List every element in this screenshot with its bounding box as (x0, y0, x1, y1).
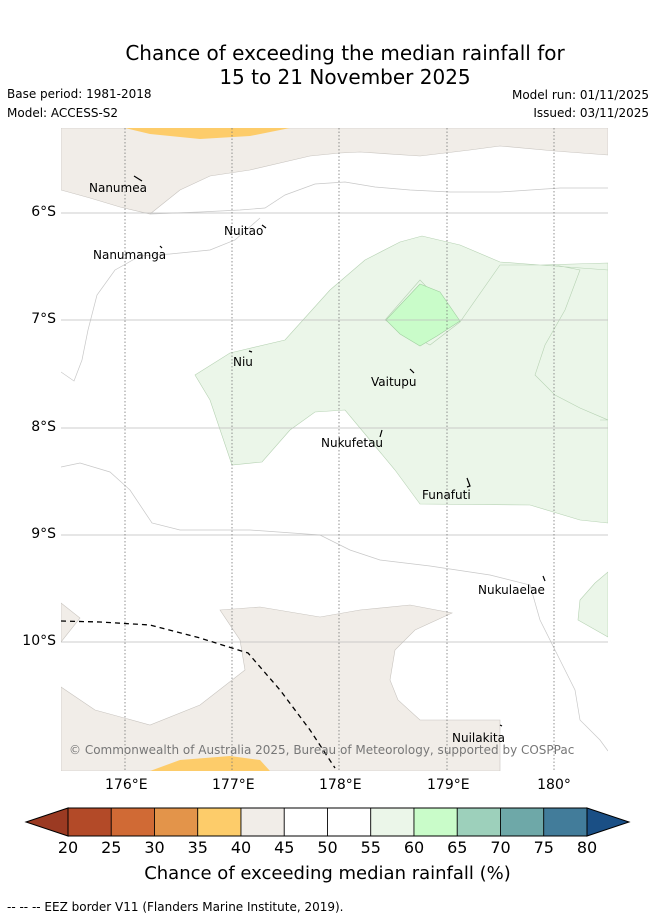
copyright-notice: © Commonwealth of Australia 2025, Bureau… (69, 743, 575, 757)
region-35-40-north (125, 128, 290, 139)
region-40-45-south (61, 602, 501, 771)
x-tick-176e: 176°E (105, 777, 148, 793)
y-tick-8s: 8°S (31, 419, 56, 435)
map-frame (61, 128, 608, 771)
colorbar-tick-label: 20 (57, 838, 79, 857)
issued-date: Issued: 03/11/2025 (533, 106, 649, 120)
y-tick-10s: 10°S (22, 633, 56, 649)
region-40-45-north (61, 128, 608, 215)
colorbar-tick-label: 55 (360, 838, 381, 857)
colorbar-tick-label: 60 (403, 838, 425, 857)
place-label-nukufetau: Nukufetau (321, 436, 384, 450)
colorbar-segment (240, 807, 285, 837)
region-35-40-south (150, 756, 270, 771)
colorbar-segment (283, 807, 328, 837)
colorbar-label: Chance of exceeding median rainfall (%) (144, 863, 511, 884)
contour-line-1 (149, 181, 608, 215)
colorbar-tick-label: 40 (230, 838, 252, 857)
region-55-60-east (577, 571, 608, 638)
colorbar-tick-label: 75 (533, 838, 554, 857)
colorbar-segments (67, 807, 588, 837)
colorbar-tick-label: 45 (274, 838, 295, 857)
latitude-gridlines (61, 212, 608, 643)
colorbar-tick-label: 80 (576, 838, 598, 857)
eez-border (61, 620, 336, 769)
place-label-niu: Niu (233, 355, 253, 369)
model-run: Model run: 01/11/2025 (511, 88, 649, 102)
x-tick-178e: 178°E (319, 777, 362, 793)
colorbar-segment (154, 807, 199, 837)
colorbar-segment (456, 807, 501, 837)
y-tick-6s: 6°S (31, 204, 56, 220)
colorbar-segment (110, 807, 155, 837)
colorbar-tick-label: 25 (101, 838, 122, 857)
colorbar-segment (413, 807, 458, 837)
place-label-vaitupu: Vaitupu (371, 375, 417, 389)
colorbar-tick-label: 65 (447, 838, 468, 857)
x-tick-177e: 177°E (212, 777, 255, 793)
longitude-gridlines (124, 128, 555, 771)
contour-line-3 (61, 462, 608, 752)
y-tick-7s: 7°S (31, 311, 56, 327)
colorbar-tick-label: 50 (317, 838, 338, 857)
base-period: Base period: 1981-2018 (7, 87, 152, 101)
place-label-nanumea: Nanumea (89, 181, 147, 195)
colorbar (24, 807, 631, 837)
colorbar-segment (543, 807, 588, 837)
place-label-nuilakita: Nuilakita (452, 731, 505, 745)
colorbar-over-arrow (586, 807, 631, 837)
chart-title-line2: 15 to 21 November 2025 (219, 65, 471, 89)
model-name: Model: ACCESS-S2 (7, 106, 119, 120)
place-label-nuitao: Nuitao (224, 224, 264, 238)
colorbar-tick-label: 30 (144, 838, 165, 857)
colorbar-segment (327, 807, 372, 837)
colorbar-under-arrow (24, 807, 69, 837)
eez-legend: -- -- -- EEZ border V11 (Flanders Marine… (7, 900, 344, 914)
colorbar-segment (500, 807, 545, 837)
y-tick-9s: 9°S (31, 526, 56, 542)
place-label-nanumanga: Nanumanga (93, 248, 167, 262)
x-tick-180: 180° (537, 777, 571, 793)
region-60-65-central (385, 283, 461, 347)
colorbar-segment (370, 807, 415, 837)
island-marks (133, 175, 546, 727)
place-label-nukulaelae: Nukulaelae (478, 583, 545, 597)
place-label-funafuti: Funafuti (422, 488, 471, 502)
colorbar-tick-label: 70 (490, 838, 511, 857)
colorbar-segment (67, 807, 112, 837)
x-tick-179e: 179°E (427, 777, 470, 793)
contour-line-2 (61, 217, 261, 382)
chart-title-line1: Chance of exceeding the median rainfall … (125, 41, 565, 65)
colorbar-segment (197, 807, 242, 837)
colorbar-tick-label: 35 (187, 838, 208, 857)
